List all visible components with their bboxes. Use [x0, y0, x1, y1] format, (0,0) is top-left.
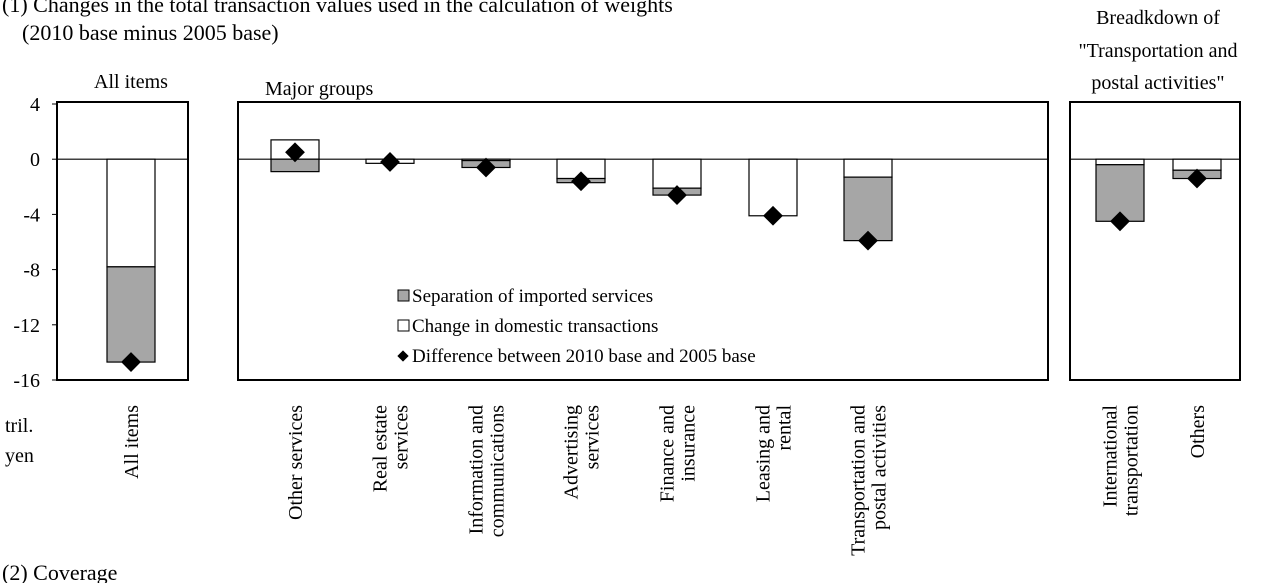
footer: (2) Coverage — [2, 560, 117, 583]
legend-label: Difference between 2010 base and 2005 ba… — [412, 346, 756, 367]
y-axis-label: tril. — [5, 415, 33, 437]
x-tick-label: Leasing andrental — [753, 405, 796, 503]
x-tick-label: Others — [1187, 405, 1209, 459]
difference-marker — [476, 157, 496, 178]
panel-frame — [56, 101, 189, 381]
x-tick-label: Other services — [285, 405, 307, 520]
y-tick-label: -4 — [23, 204, 40, 226]
bar-segment — [106, 158, 156, 268]
panel-frame — [1069, 101, 1241, 381]
y-tick-label: -16 — [13, 370, 40, 392]
x-tick-label: Transportation andpostal activities — [848, 405, 891, 556]
x-tick-label: Finance andinsurance — [657, 405, 700, 502]
x-tick-label: Information andcommunications — [466, 405, 509, 537]
legend-swatch — [397, 289, 410, 302]
x-tick-label: All items — [121, 405, 143, 479]
bar-segment — [106, 266, 156, 363]
page-title: (1) Changes in the total transaction val… — [2, 0, 673, 17]
x-tick-label: Internationaltransportation — [1100, 405, 1143, 517]
x-tick-label: Real estateservices — [370, 405, 413, 492]
panel-frame — [237, 101, 1049, 381]
panel-title: postal activities" — [1091, 72, 1224, 94]
difference-marker — [121, 352, 141, 372]
panel-title: "Transportation and — [1078, 40, 1237, 62]
legend-marker — [397, 350, 409, 362]
legend-label: Separation of imported services — [412, 286, 653, 307]
y-tick-label: -12 — [13, 315, 40, 337]
difference-marker — [285, 142, 305, 163]
difference-marker — [1187, 168, 1207, 189]
y-tick-label: 0 — [30, 149, 40, 171]
panel-title: All items — [94, 71, 168, 93]
legend-swatch — [397, 319, 410, 332]
legend-label: Change in domestic transactions — [412, 316, 658, 337]
bar-segment — [1095, 158, 1145, 166]
subtitle: (2010 base minus 2005 base) — [22, 20, 279, 45]
bar-segment — [843, 158, 893, 178]
y-axis-label: yen — [5, 445, 34, 467]
panel-title: Breadkdown of — [1096, 7, 1220, 29]
bar-segment — [1172, 158, 1222, 171]
panel-title: Major groups — [265, 78, 374, 100]
bar-segment — [652, 158, 702, 189]
difference-marker — [380, 152, 400, 172]
y-tick-label: -8 — [23, 260, 40, 282]
difference-marker — [1110, 211, 1130, 232]
y-tick-label: 4 — [30, 94, 40, 116]
x-tick-label: Advertisingservices — [561, 405, 604, 500]
